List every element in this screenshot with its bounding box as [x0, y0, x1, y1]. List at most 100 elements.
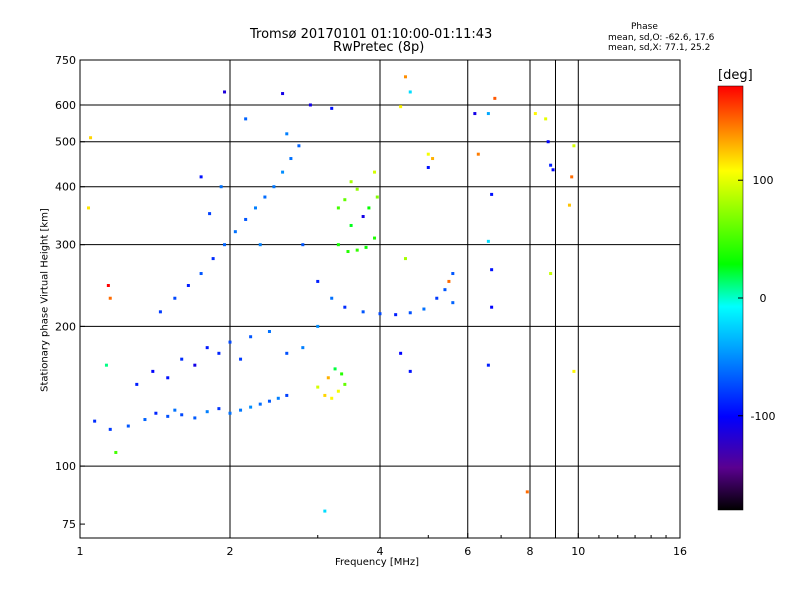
data-point — [399, 351, 403, 355]
data-point — [549, 163, 553, 167]
data-point — [89, 136, 93, 140]
data-point — [258, 402, 262, 406]
data-point — [326, 376, 330, 380]
data-point — [355, 187, 359, 191]
x-tick-label: 2 — [227, 545, 234, 558]
data-point — [239, 408, 243, 412]
data-point — [378, 312, 382, 316]
data-point — [572, 144, 576, 148]
data-point — [219, 185, 223, 189]
y-tick-label: 750 — [55, 54, 76, 67]
y-tick-label: 200 — [55, 320, 76, 333]
data-point — [217, 351, 221, 355]
y-tick-label: 100 — [55, 460, 76, 473]
data-point — [217, 407, 221, 411]
data-point — [323, 509, 327, 513]
data-point — [301, 346, 305, 350]
data-point — [267, 399, 271, 403]
data-point — [173, 408, 177, 412]
data-point — [193, 363, 197, 367]
data-point — [490, 192, 494, 196]
data-point — [399, 105, 403, 109]
x-tick-label: 10 — [571, 545, 585, 558]
data-point — [285, 393, 289, 397]
data-point — [361, 215, 365, 219]
data-point — [343, 305, 347, 309]
data-point — [336, 243, 340, 247]
data-point — [447, 279, 451, 283]
data-point — [473, 112, 477, 116]
data-point — [346, 250, 350, 254]
data-point — [373, 236, 377, 240]
data-point — [239, 357, 243, 361]
data-point — [451, 272, 455, 276]
y-tick-label: 400 — [55, 181, 76, 194]
data-point — [108, 296, 112, 300]
data-point — [336, 206, 340, 210]
y-tick-label: 500 — [55, 136, 76, 149]
colorbar-tick-label: 0 — [760, 292, 767, 305]
data-point — [408, 311, 412, 315]
data-point — [375, 195, 379, 199]
y-tick-label: 300 — [55, 239, 76, 252]
data-point — [426, 152, 430, 156]
data-point — [330, 396, 334, 400]
data-point — [297, 144, 301, 148]
data-point — [199, 272, 203, 276]
data-point — [285, 132, 289, 136]
x-tick-label: 6 — [464, 545, 471, 558]
data-point — [166, 376, 170, 380]
data-point — [426, 165, 430, 169]
data-point — [333, 367, 337, 371]
data-point — [349, 223, 353, 227]
phase-colorbar: 100 0 -100 — [717, 85, 775, 511]
data-point — [361, 310, 365, 314]
data-point — [343, 382, 347, 386]
data-point — [451, 301, 455, 305]
data-point — [408, 90, 412, 94]
data-point — [186, 284, 190, 288]
data-point — [403, 75, 407, 79]
data-point — [373, 170, 377, 174]
data-point — [244, 217, 248, 221]
x-axis-label: Frequency [MHz] — [335, 557, 420, 568]
data-point — [443, 288, 447, 292]
data-point — [435, 296, 439, 300]
data-point — [551, 168, 555, 172]
phase-stats-heading: Phase — [631, 22, 658, 32]
data-point — [158, 310, 162, 314]
data-point — [249, 335, 253, 339]
data-point — [143, 418, 147, 422]
data-point — [533, 112, 537, 116]
data-point — [343, 198, 347, 202]
data-point — [567, 203, 571, 207]
x-tick-label: 16 — [673, 545, 687, 558]
data-point — [323, 393, 327, 397]
data-point — [193, 416, 197, 420]
data-point — [263, 195, 267, 199]
colorbar-unit-label: [deg] — [718, 68, 753, 83]
data-point — [244, 117, 248, 121]
data-point — [267, 330, 271, 334]
data-point — [336, 389, 340, 393]
data-point — [135, 382, 139, 386]
data-point — [394, 313, 398, 317]
data-point — [408, 369, 412, 373]
data-point — [114, 450, 118, 454]
data-point — [486, 363, 490, 367]
data-point — [205, 410, 209, 414]
x-tick-label: 8 — [527, 545, 534, 558]
data-point — [544, 117, 548, 121]
data-point — [249, 405, 253, 409]
data-point — [490, 305, 494, 309]
data-point — [285, 351, 289, 355]
data-point — [258, 243, 262, 247]
data-point — [166, 414, 170, 418]
data-point — [253, 206, 257, 210]
colorbar-ticks: 100 0 -100 — [738, 174, 775, 423]
data-point — [223, 90, 227, 94]
data-point — [486, 239, 490, 243]
phase-stats-o-mode: mean, sd,O: -62.6, 17.6 — [608, 33, 715, 43]
data-point — [422, 307, 426, 311]
data-point — [208, 212, 212, 216]
